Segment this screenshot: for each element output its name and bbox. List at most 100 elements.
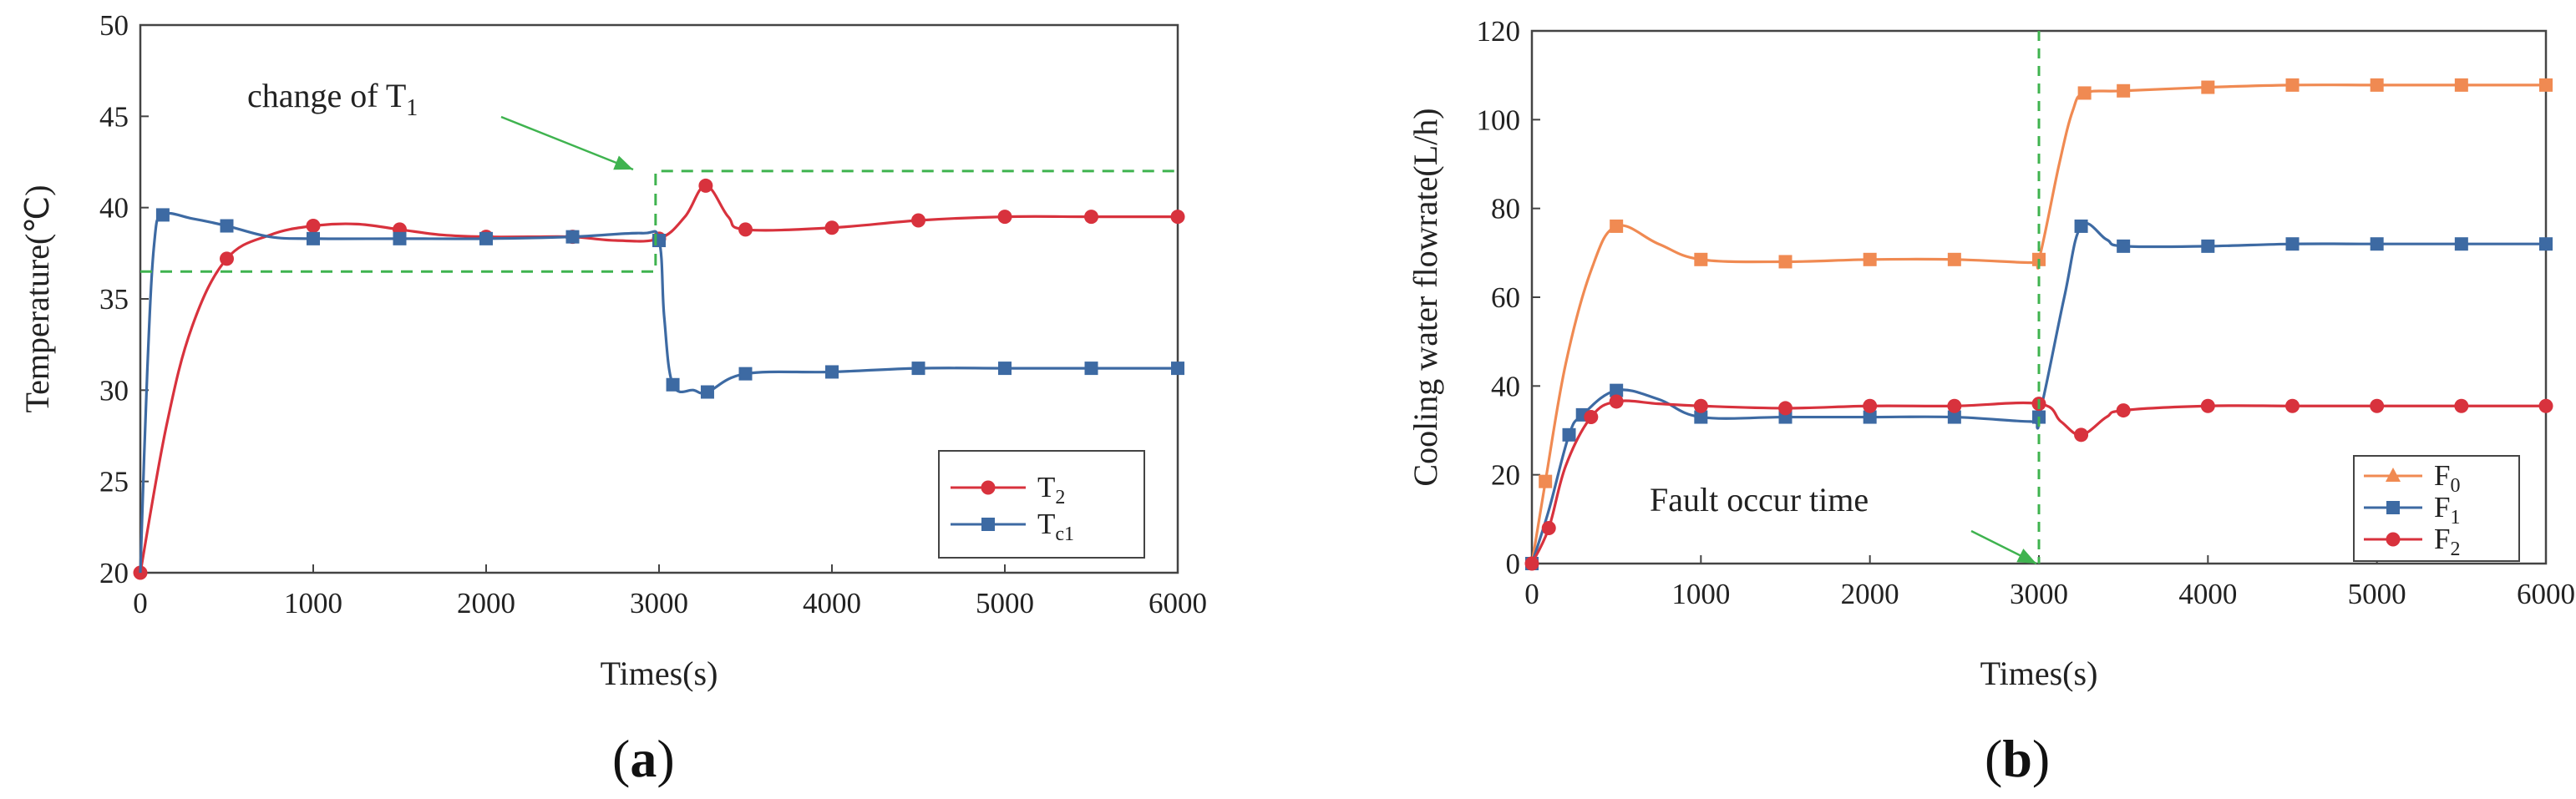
- series-line-f2: [1530, 399, 2546, 564]
- data-point-tc1: [700, 385, 714, 399]
- data-point-f2: [1541, 520, 1556, 535]
- legend-marker-f0: [2386, 468, 2401, 482]
- data-point-tc1: [565, 230, 580, 244]
- y-axis-label: Temperature(℃): [18, 185, 56, 412]
- panel-label-letter: b: [2002, 729, 2032, 788]
- data-point-f0: [2285, 78, 2300, 92]
- data-point-f1: [2285, 237, 2300, 251]
- x-tick-label: 0: [1524, 578, 1539, 610]
- y-tick-label: 20: [1491, 459, 1520, 492]
- data-point-f2: [1609, 394, 1624, 409]
- y-tick-label: 60: [1491, 281, 1520, 314]
- highlight-dashed-outline: [140, 169, 1178, 273]
- data-point-f1: [1610, 383, 1624, 397]
- legend-label-f1: F1: [2434, 491, 2460, 528]
- data-point-t2: [997, 210, 1012, 225]
- data-point-f2: [1947, 398, 1962, 413]
- data-point-f2: [1584, 410, 1599, 425]
- legend-label-f0: F0: [2434, 459, 2460, 497]
- data-point-t2: [738, 222, 753, 237]
- y-tick-label: 30: [99, 374, 129, 407]
- chart-panel-a: 20 25 30 35 40 45 50 0 1000 2000 3000 4000 5000 6000…: [18, 9, 1207, 788]
- annotation-sub: 1: [406, 95, 418, 121]
- data-point-t2: [1084, 210, 1098, 225]
- x-tick-label: 3000: [2010, 578, 2068, 610]
- data-point-f1: [1863, 410, 1877, 424]
- data-point-f0: [2370, 78, 2384, 92]
- data-point-f1: [2370, 237, 2384, 251]
- data-point-f1: [2201, 239, 2215, 253]
- data-point-t2: [824, 220, 839, 235]
- legend-label-f2: F2: [2434, 523, 2460, 560]
- data-point-f2: [2074, 427, 2089, 442]
- data-point-f1: [2539, 237, 2553, 251]
- y-tick-label: 80: [1491, 193, 1520, 225]
- legend-marker-t2: [981, 480, 996, 495]
- data-point-f2: [2370, 398, 2385, 413]
- data-point-f1: [2454, 237, 2468, 251]
- data-point-tc1: [1084, 362, 1098, 376]
- legend-marker-f1: [2386, 501, 2400, 514]
- data-point-f2: [1778, 401, 1793, 416]
- data-point-tc1: [998, 362, 1012, 376]
- data-point-tc1: [738, 367, 753, 381]
- data-point-f2: [1693, 398, 1708, 413]
- data-point-tc1: [479, 231, 493, 245]
- x-tick-label: 6000: [2517, 578, 2575, 610]
- y-tick-label: 20: [99, 557, 129, 589]
- panel-label-a: (a): [612, 729, 675, 788]
- y-tick-label: 45: [99, 100, 129, 133]
- annotation-arrow-shaft: [500, 115, 634, 171]
- data-point-tc1: [911, 362, 925, 376]
- y-tick-label: 40: [99, 192, 129, 225]
- data-point-f0: [2539, 78, 2553, 92]
- panel-label-close: ): [657, 729, 674, 788]
- data-point-t2: [698, 178, 713, 193]
- annotation-arrow-head: [613, 155, 633, 170]
- data-point-f2: [2200, 398, 2215, 413]
- data-point-f2: [2116, 403, 2131, 418]
- x-tick-label: 5000: [976, 587, 1034, 619]
- x-axis-label: Times(s): [601, 655, 718, 692]
- data-point-f1: [1562, 427, 1576, 442]
- legend-box: [938, 450, 1145, 559]
- panel-label-open: (: [1985, 729, 2002, 788]
- data-point-t2: [306, 219, 321, 234]
- legend-marker-f2: [2386, 532, 2401, 547]
- x-tick-label: 2000: [1841, 578, 1899, 610]
- x-tick-label: 0: [133, 587, 148, 619]
- x-axis-label: Times(s): [1980, 655, 2098, 692]
- data-point-tc1: [155, 208, 170, 222]
- data-point-tc1: [666, 377, 680, 392]
- data-point-f0: [1778, 255, 1793, 269]
- y-tick-label: 0: [1506, 548, 1521, 580]
- data-point-f2: [2454, 398, 2469, 413]
- data-point-f0: [1863, 252, 1877, 266]
- y-tick-label: 25: [99, 466, 129, 498]
- data-point-tc1: [220, 219, 234, 233]
- data-point-f0: [2117, 83, 2131, 98]
- y-tick-label: 100: [1477, 104, 1521, 136]
- data-point-f0: [1539, 474, 1553, 488]
- y-tick-label: 35: [99, 283, 129, 316]
- panel-label-open: (: [612, 729, 630, 788]
- data-point-f0: [1947, 252, 1961, 266]
- x-tick-label: 1000: [1671, 578, 1730, 610]
- legend-label-t2: T2: [1037, 471, 1065, 508]
- x-tick-label: 3000: [630, 587, 688, 619]
- chart-panel-b: 0 20 40 60 80 100 120 0 1000 2000 3000 4000 5000 600…: [1407, 15, 2575, 788]
- data-point-f2: [1863, 398, 1878, 413]
- data-point-f1: [2117, 239, 2131, 253]
- x-tick-label: 5000: [2348, 578, 2406, 610]
- panel-label-b: (b): [1985, 729, 2050, 788]
- annotation-arrow-head: [2016, 549, 2036, 564]
- x-tick-label: 1000: [284, 587, 342, 619]
- data-point-f2: [2538, 398, 2553, 413]
- data-point-t2: [1170, 210, 1185, 225]
- data-point-f2: [1524, 556, 1539, 571]
- data-point-tc1: [393, 231, 407, 245]
- legend-marker-tc1: [981, 518, 995, 531]
- annotation-text: Fault occur time: [1650, 481, 1869, 518]
- panel-label-close: ): [2032, 729, 2050, 788]
